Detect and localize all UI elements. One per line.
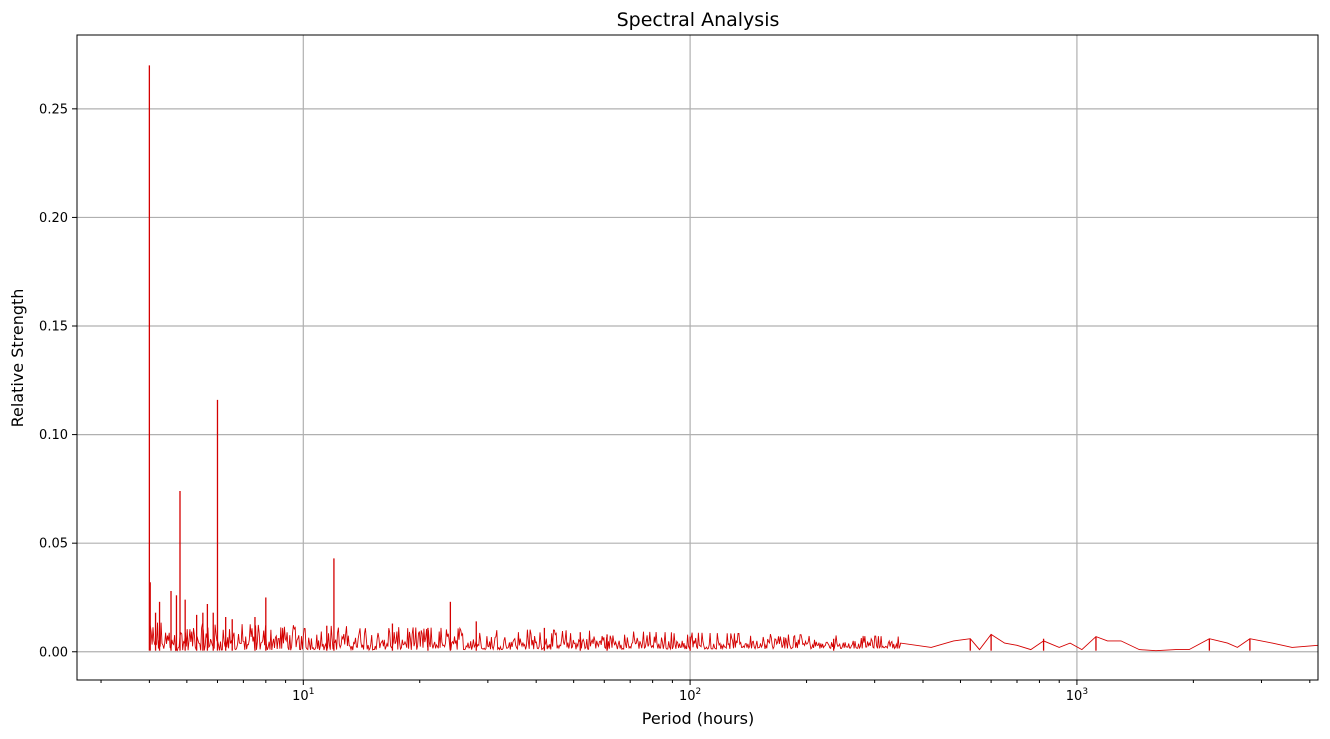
plot-frame	[76, 34, 1319, 681]
spectrum-line	[148, 622, 1319, 652]
x-tick-label: 103	[1066, 687, 1088, 704]
x-axis: 101 102 103	[100, 680, 1311, 704]
x-tick-label: 101	[292, 687, 314, 704]
y-axis: 0.00 0.05 0.10 0.15 0.20 0.25	[39, 102, 77, 660]
y-tick-label: 0.20	[39, 211, 68, 226]
y-tick-label: 0.25	[39, 102, 68, 117]
chart-title: Spectral Analysis	[617, 9, 780, 31]
y-tick-label: 0.05	[39, 537, 68, 552]
y-tick-label: 0.00	[39, 645, 68, 660]
data-series	[148, 65, 1319, 652]
y-tick-label: 0.15	[39, 320, 68, 335]
y-axis-label: Relative Strength	[8, 289, 27, 428]
y-tick-label: 0.10	[39, 428, 68, 443]
grid-lines	[77, 35, 1318, 680]
x-axis-label: Period (hours)	[642, 709, 754, 728]
x-tick-label: 102	[679, 687, 701, 704]
